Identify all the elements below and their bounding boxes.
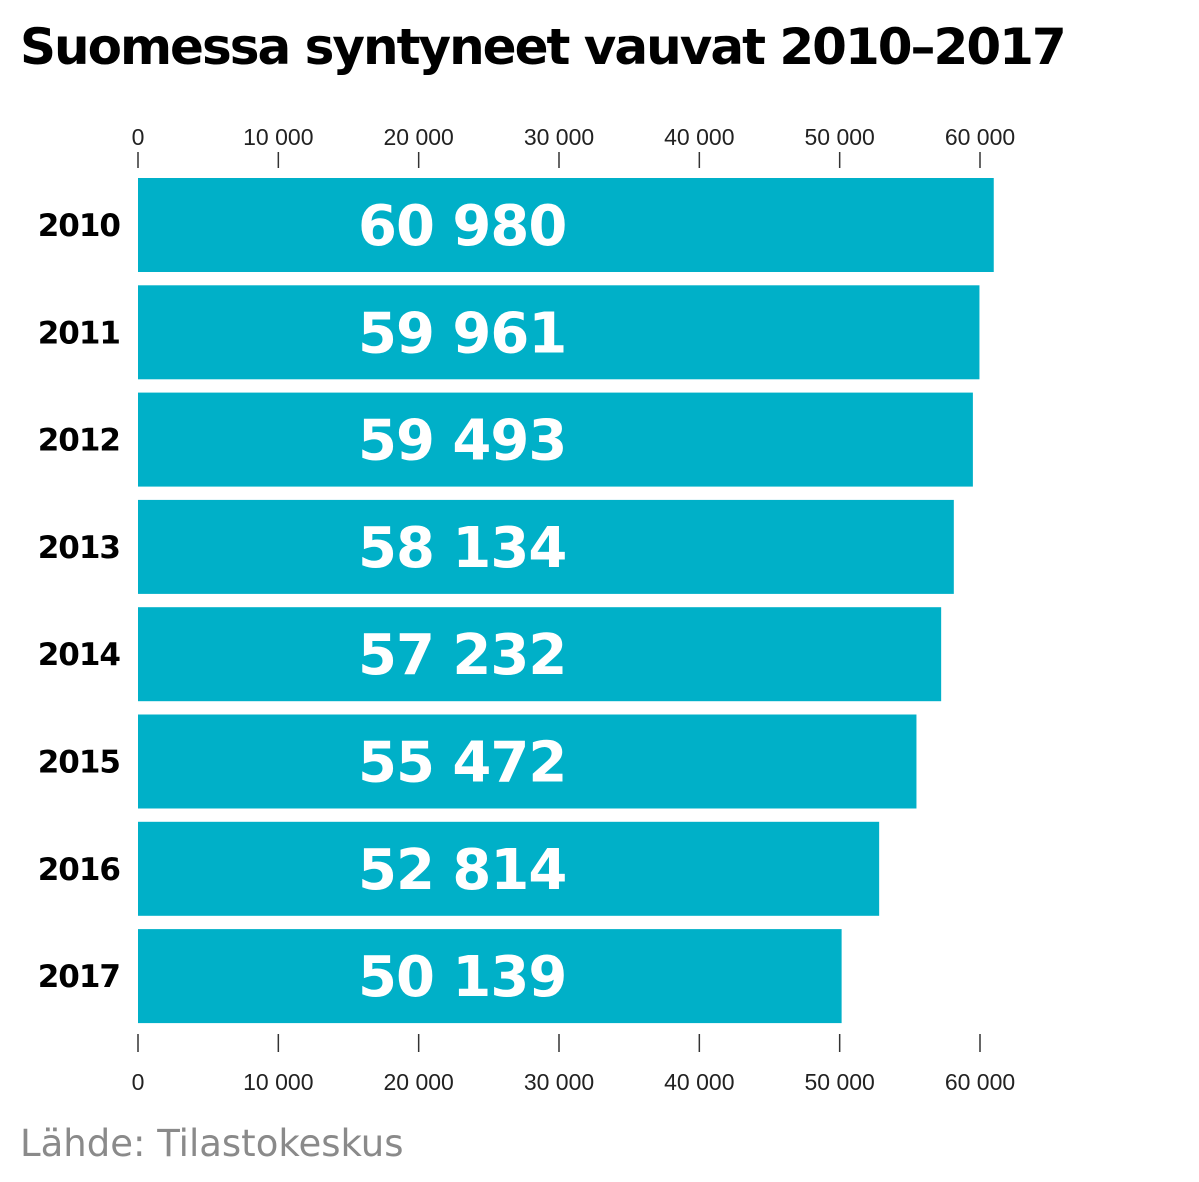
chart-title: Suomessa syntyneet vauvat 2010–2017: [20, 18, 1067, 76]
bars: 2010 60 980 2011 59 961 2012 59 493 2013 58 134…: [38, 178, 994, 1024]
bar-value-label: 50 139: [358, 945, 566, 1010]
category-label: 2013: [38, 530, 120, 566]
bar: [138, 178, 994, 272]
category-label: 2012: [38, 423, 120, 459]
top-tick-label: 60 000: [945, 124, 1015, 150]
bar-value-label: 60 980: [358, 194, 566, 259]
bottom-tick-label: 20 000: [383, 1069, 453, 1095]
top-tick-label: 50 000: [804, 124, 874, 150]
top-tick-label: 40 000: [664, 124, 734, 150]
top-tick-label: 10 000: [243, 124, 313, 150]
bar-value-label: 58 134: [358, 516, 566, 581]
bar: [138, 929, 842, 1024]
source-note: Lähde: Tilastokeskus: [20, 1122, 404, 1165]
bar-value-label: 55 472: [358, 731, 566, 796]
bottom-tick-label: 10 000: [243, 1069, 313, 1095]
bar-value-label: 52 814: [358, 838, 566, 903]
category-label: 2015: [38, 745, 120, 781]
category-label: 2017: [38, 959, 120, 995]
bar: [138, 607, 942, 702]
category-label: 2016: [38, 852, 120, 888]
category-label: 2014: [38, 637, 121, 673]
bar: [138, 285, 980, 380]
top-tick-label: 30 000: [524, 124, 594, 150]
bottom-axis: 0 10 000 20 000 30 000 40 000 50 000 60 000: [132, 1034, 1015, 1095]
bottom-tick-label: 30 000: [524, 1069, 594, 1095]
bottom-tick-label: 50 000: [804, 1069, 874, 1095]
bar: [138, 821, 880, 916]
bar: [138, 714, 917, 809]
category-label: 2010: [38, 208, 121, 244]
bar-value-label: 57 232: [358, 623, 566, 688]
bar: [138, 499, 954, 594]
bottom-tick-label: 40 000: [664, 1069, 734, 1095]
top-tick-label: 0: [132, 124, 145, 150]
bottom-tick-label: 0: [132, 1069, 145, 1095]
top-axis: 0 10 000 20 000 30 000 40 000 50 000 60 000: [132, 124, 1015, 168]
category-label: 2011: [38, 315, 120, 351]
top-tick-label: 20 000: [383, 124, 453, 150]
bar: [138, 392, 973, 487]
bar-value-label: 59 493: [358, 409, 566, 474]
bar-value-label: 59 961: [358, 301, 566, 366]
bottom-tick-label: 60 000: [945, 1069, 1015, 1095]
